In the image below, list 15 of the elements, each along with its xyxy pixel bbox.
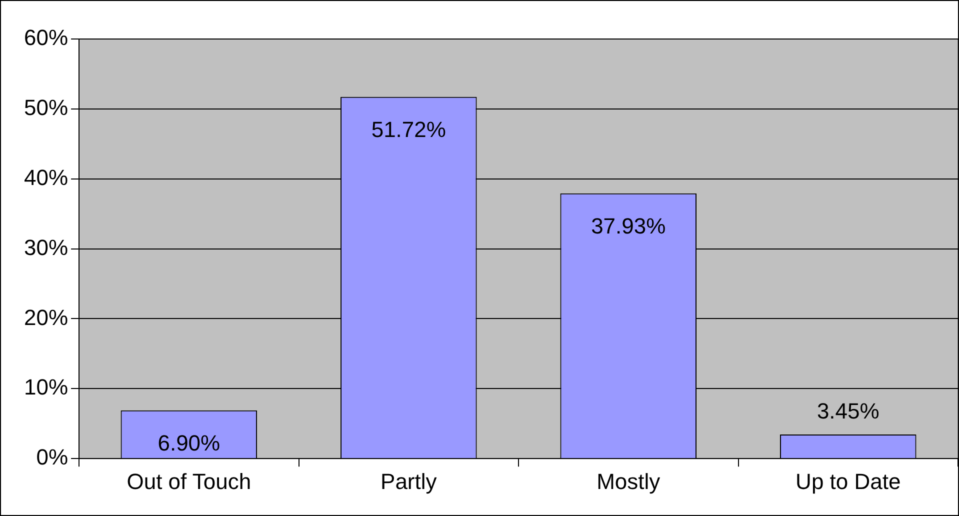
y-tick-label: 50% bbox=[24, 94, 68, 120]
x-tick-label: Out of Touch bbox=[126, 468, 252, 494]
y-tick-label: 10% bbox=[24, 374, 68, 400]
x-tick-label: Partly bbox=[380, 468, 437, 494]
x-tick-label: Mostly bbox=[596, 468, 660, 494]
y-tick-label: 30% bbox=[24, 234, 68, 260]
data-label: 6.90% bbox=[158, 430, 220, 456]
data-label: 37.93% bbox=[591, 213, 666, 238]
data-label: 3.45% bbox=[816, 398, 880, 424]
y-tick-label: 20% bbox=[24, 304, 68, 330]
data-label: 51.72% bbox=[371, 116, 446, 142]
x-tick-label: Up to Date bbox=[796, 468, 901, 494]
y-tick-label: 60% bbox=[24, 25, 68, 50]
y-tick-label: 40% bbox=[24, 164, 68, 190]
y-tick-label: 0% bbox=[36, 444, 68, 470]
